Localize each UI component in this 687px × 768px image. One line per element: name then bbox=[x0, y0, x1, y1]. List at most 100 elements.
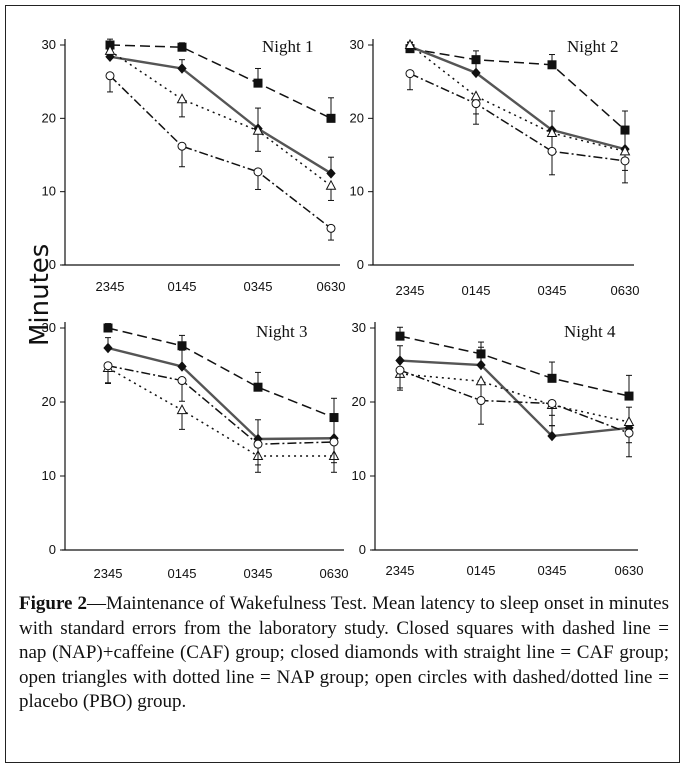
y-tick-label: 30 bbox=[350, 37, 364, 52]
x-tick-label: 0145 bbox=[168, 566, 197, 581]
y-tick-label: 20 bbox=[352, 394, 366, 409]
data-point-triangle bbox=[325, 179, 337, 190]
data-point-circle bbox=[177, 376, 187, 386]
y-tick-label: 30 bbox=[42, 37, 56, 52]
series-line-circle bbox=[107, 365, 335, 445]
series-line-diamond bbox=[409, 45, 626, 151]
data-point-triangle bbox=[252, 124, 264, 135]
data-point-circle bbox=[547, 398, 557, 408]
panel-title: Night 2 bbox=[567, 37, 618, 56]
data-point-triangle bbox=[623, 415, 635, 426]
series-line-square bbox=[107, 327, 335, 419]
x-tick-label: 0345 bbox=[244, 279, 273, 294]
data-point-square bbox=[326, 113, 336, 123]
data-point-square bbox=[177, 42, 187, 52]
series-line-circle bbox=[109, 75, 332, 229]
y-tick-label: 30 bbox=[352, 320, 366, 335]
data-point-triangle bbox=[104, 44, 116, 55]
chart-panel-2: 0 10 20 30 2345 0145 0345 0630 Night 2 bbox=[350, 37, 640, 298]
data-point-triangle bbox=[470, 90, 482, 101]
figure-chart-panels: 0 10 20 30 2345 0145 0345 0630 Night 1 0 10 20 30 234… bbox=[42, 37, 644, 581]
shared-y-axis-label: Minutes bbox=[25, 243, 55, 346]
panel-title: Night 4 bbox=[564, 322, 616, 341]
y-tick-label: 30 bbox=[42, 320, 56, 335]
x-tick-label: 0145 bbox=[462, 283, 491, 298]
data-point-circle bbox=[329, 437, 339, 447]
y-tick-label: 20 bbox=[42, 110, 56, 125]
y-tick-label: 0 bbox=[49, 542, 56, 557]
data-point-circle bbox=[471, 99, 481, 109]
y-tick-label: 10 bbox=[42, 468, 56, 483]
data-point-circle bbox=[326, 223, 336, 233]
data-point-square bbox=[547, 373, 557, 383]
x-tick-label: 0145 bbox=[168, 279, 197, 294]
caption-label: Figure 2 bbox=[19, 593, 87, 614]
x-tick-label: 0345 bbox=[538, 563, 567, 578]
data-point-circle bbox=[105, 71, 115, 81]
data-point-circle bbox=[177, 141, 187, 151]
y-tick-label: 10 bbox=[42, 184, 56, 199]
y-tick-label: 0 bbox=[49, 257, 56, 272]
series-line-square bbox=[109, 44, 332, 120]
data-point-circle bbox=[253, 439, 263, 449]
x-tick-label: 2345 bbox=[94, 566, 123, 581]
data-point-square bbox=[253, 78, 263, 88]
x-tick-label: 0345 bbox=[538, 283, 567, 298]
y-tick-label: 10 bbox=[350, 184, 364, 199]
series-line-square bbox=[399, 335, 630, 397]
chart-panel-1: 0 10 20 30 2345 0145 0345 0630 Night 1 bbox=[42, 37, 346, 294]
figure-frame bbox=[5, 5, 680, 763]
data-point-triangle bbox=[619, 145, 631, 156]
data-point-diamond bbox=[177, 63, 187, 74]
data-point-triangle bbox=[176, 404, 188, 415]
x-tick-label: 0345 bbox=[244, 566, 273, 581]
data-point-triangle bbox=[404, 38, 416, 49]
panel-title: Night 3 bbox=[256, 322, 307, 341]
x-tick-label: 0630 bbox=[615, 563, 644, 578]
data-point-diamond bbox=[471, 67, 481, 79]
x-tick-label: 0145 bbox=[467, 563, 496, 578]
caption-text: —Maintenance of Wakefulness Test. Mean l… bbox=[19, 593, 669, 712]
x-tick-label: 0630 bbox=[611, 283, 640, 298]
series-line-circle bbox=[409, 72, 626, 162]
x-tick-label: 2345 bbox=[386, 563, 415, 578]
panel-title: Night 1 bbox=[262, 37, 313, 56]
data-point-circle bbox=[547, 146, 557, 156]
series-line-diamond bbox=[399, 359, 630, 438]
series-line-circle bbox=[399, 369, 630, 434]
chart-panel-3: 0 10 20 30 2345 0145 0345 0630 Night 3 bbox=[42, 320, 349, 581]
y-tick-label: 0 bbox=[357, 257, 364, 272]
y-tick-label: 0 bbox=[359, 542, 366, 557]
data-point-circle bbox=[620, 156, 630, 166]
series-line-square bbox=[409, 47, 626, 131]
data-point-triangle bbox=[176, 93, 188, 104]
chart-panel-4: 0 10 20 30 2345 0145 0345 0630 Night 4 bbox=[352, 320, 644, 578]
y-tick-label: 10 bbox=[352, 468, 366, 483]
y-tick-label: 20 bbox=[350, 110, 364, 125]
data-point-diamond bbox=[326, 168, 336, 179]
data-point-diamond bbox=[547, 430, 557, 442]
data-point-square bbox=[624, 391, 634, 401]
data-point-triangle bbox=[475, 375, 487, 386]
x-tick-label: 2345 bbox=[96, 279, 125, 294]
data-point-diamond bbox=[476, 359, 486, 371]
data-point-circle bbox=[624, 428, 634, 438]
data-point-circle bbox=[103, 361, 113, 371]
data-point-diamond bbox=[395, 355, 405, 366]
data-point-square bbox=[253, 382, 263, 392]
series-line-triangle bbox=[109, 50, 332, 187]
data-point-square bbox=[395, 331, 405, 341]
y-tick-label: 20 bbox=[42, 394, 56, 409]
data-point-circle bbox=[253, 167, 263, 177]
x-tick-label: 0630 bbox=[317, 279, 346, 294]
data-point-square bbox=[177, 341, 187, 351]
data-point-triangle bbox=[546, 126, 558, 137]
data-point-diamond bbox=[177, 361, 187, 372]
data-point-square bbox=[103, 323, 113, 333]
figure-caption: Figure 2—Maintenance of Wakefulness Test… bbox=[19, 592, 669, 715]
data-point-circle bbox=[395, 365, 405, 375]
series-line-diamond bbox=[109, 55, 332, 175]
x-tick-label: 0630 bbox=[320, 566, 349, 581]
data-point-circle bbox=[476, 396, 486, 406]
data-point-diamond bbox=[103, 342, 113, 354]
